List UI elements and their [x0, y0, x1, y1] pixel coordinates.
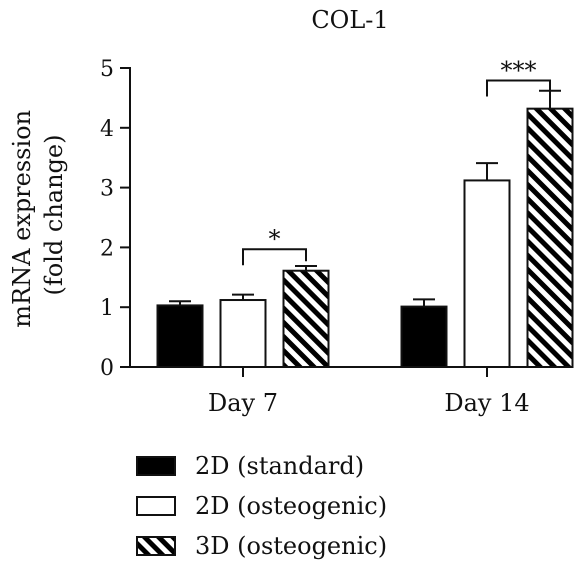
bar — [526, 107, 574, 368]
legend-entry: 2D (standard) — [195, 452, 364, 480]
legend-entry: 2D (osteogenic) — [195, 492, 387, 520]
bar — [156, 304, 204, 369]
x-tick-label: Day 14 — [444, 389, 529, 417]
significance-label: *** — [501, 57, 537, 85]
significance-bracket — [242, 248, 307, 266]
chart-title: COL-1 — [311, 6, 388, 34]
y-axis-label: mRNA expression (fold change) — [8, 102, 68, 327]
legend: 2D (standard) 2D (osteogenic) 3D (osteogen… — [136, 452, 387, 560]
bars — [156, 89, 574, 369]
y-axis-label-line2: (fold change) — [40, 135, 68, 296]
y-axis-label-line1: mRNA expression — [8, 110, 36, 328]
bar — [400, 305, 448, 368]
significance-markers: **** — [242, 57, 551, 266]
legend-swatch — [136, 496, 176, 516]
y-tick-label: 1 — [100, 296, 114, 321]
y-tick-label: 3 — [100, 177, 114, 202]
legend-swatch — [136, 536, 176, 556]
bar — [219, 299, 267, 368]
y-tick-label: 0 — [100, 356, 114, 381]
y-tick-label: 4 — [100, 117, 114, 142]
y-tick-label: 2 — [100, 236, 114, 261]
bar — [463, 179, 511, 368]
bar — [282, 269, 330, 368]
legend-entry: 3D (osteogenic) — [195, 532, 387, 560]
axes: 0 1 2 3 4 5 Day 7 Day 14 — [100, 57, 568, 417]
y-tick-label: 5 — [100, 57, 114, 82]
x-tick-label: Day 7 — [208, 389, 278, 417]
legend-swatch — [136, 456, 176, 476]
significance-label: * — [269, 225, 281, 253]
significance-bracket — [486, 79, 551, 97]
